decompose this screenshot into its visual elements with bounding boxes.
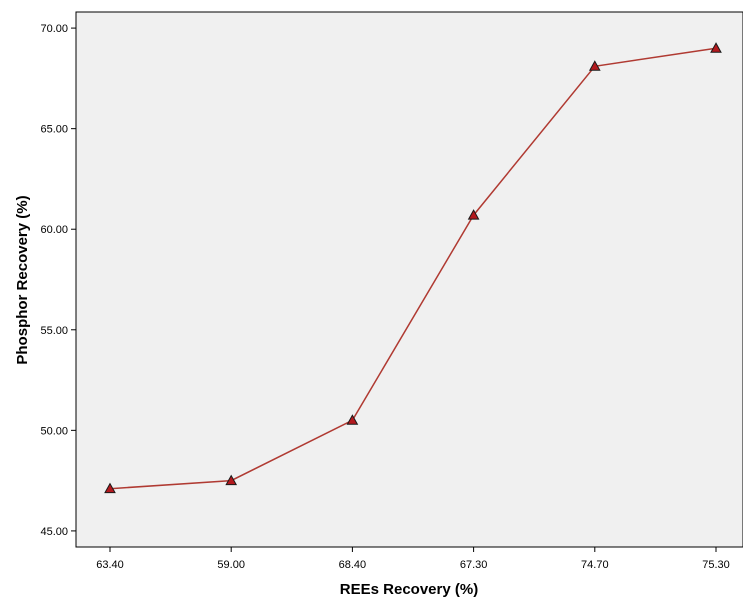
y-tick-label: 55.00 [40, 325, 68, 337]
data-markers [104, 42, 722, 494]
y-tick-label: 60.00 [40, 224, 68, 236]
y-tick-label: 45.00 [40, 526, 68, 538]
plot-area [75, 11, 743, 548]
y-axis-title: Phosphor Recovery (%) [14, 195, 31, 364]
x-tick-label: 75.30 [702, 559, 730, 571]
x-tick-label: 63.40 [96, 559, 124, 571]
series-line [109, 47, 717, 490]
x-tick-label: 68.40 [339, 559, 367, 571]
data-point-marker [710, 42, 722, 53]
y-tick-label: 50.00 [40, 425, 68, 437]
x-tick-label: 67.30 [460, 559, 488, 571]
y-tick-label: 70.00 [40, 23, 68, 35]
y-axis: 45.00 50.00 55.00 60.00 65.00 70.00 [40, 23, 76, 538]
x-tick-label: 74.70 [581, 559, 609, 571]
y-tick-label: 65.00 [40, 124, 68, 136]
x-axis: 63.40 59.00 68.40 67.30 74.70 75.30 [96, 547, 730, 571]
data-point-marker [346, 414, 359, 425]
x-axis-title: REEs Recovery (%) [340, 581, 478, 598]
x-tick-label: 59.00 [217, 559, 245, 571]
data-point-marker [225, 474, 238, 486]
data-point-marker [467, 209, 480, 220]
data-point-marker [104, 482, 116, 494]
data-point-marker [588, 60, 601, 71]
